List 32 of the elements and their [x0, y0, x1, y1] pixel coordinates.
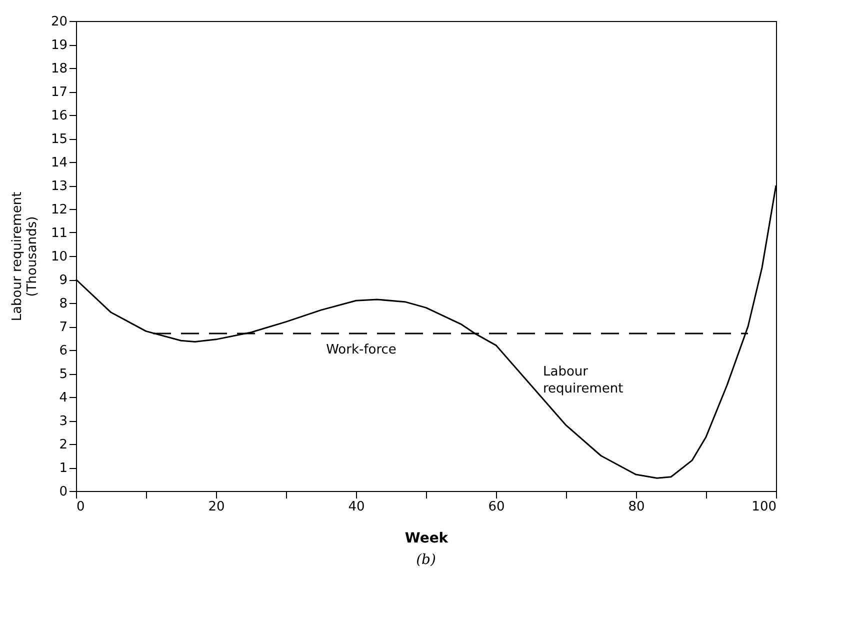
- y-tick-label: 20: [50, 14, 68, 30]
- y-tick-label: 12: [50, 202, 68, 218]
- y-tick-label: 11: [50, 226, 68, 241]
- y-tick-label: 8: [59, 296, 68, 312]
- series-label: Labour requirement: [543, 364, 624, 396]
- y-tick-label: 0: [59, 484, 68, 500]
- x-axis-title: Week: [404, 530, 449, 546]
- y-tick-label: 16: [50, 108, 68, 124]
- series-label: Work-force: [326, 342, 396, 358]
- y-tick-label: 18: [50, 62, 68, 76]
- y-tick-label: 2: [59, 438, 68, 452]
- y-tick-label: 5: [59, 367, 68, 382]
- y-tick-label: 13: [50, 179, 68, 194]
- text: (b): [416, 552, 436, 568]
- y-tick-label: 7: [59, 320, 68, 335]
- y-tick-label: 1: [59, 461, 68, 476]
- x-tick-label: 60: [488, 500, 505, 514]
- x-tick-label: 80: [628, 500, 645, 514]
- y-tick-label: 19: [50, 38, 68, 53]
- y-tick-label: 17: [50, 85, 68, 100]
- y-tick-label: 14: [50, 156, 68, 170]
- x-tick-label: 100: [752, 500, 776, 514]
- y-tick-label: 3: [59, 414, 68, 429]
- x-tick-label: 40: [348, 500, 365, 514]
- x-tick-label: 0: [76, 500, 85, 514]
- y-tick-label: 4: [59, 390, 68, 406]
- y-tick-label: 9: [59, 273, 68, 288]
- x-tick-label: 20: [208, 500, 225, 514]
- y-tick-label: 6: [59, 344, 68, 358]
- y-tick-label: 15: [50, 132, 68, 147]
- y-tick-label: 10: [50, 250, 68, 264]
- y-axis-title: Labour requirement (Thousands): [10, 192, 40, 322]
